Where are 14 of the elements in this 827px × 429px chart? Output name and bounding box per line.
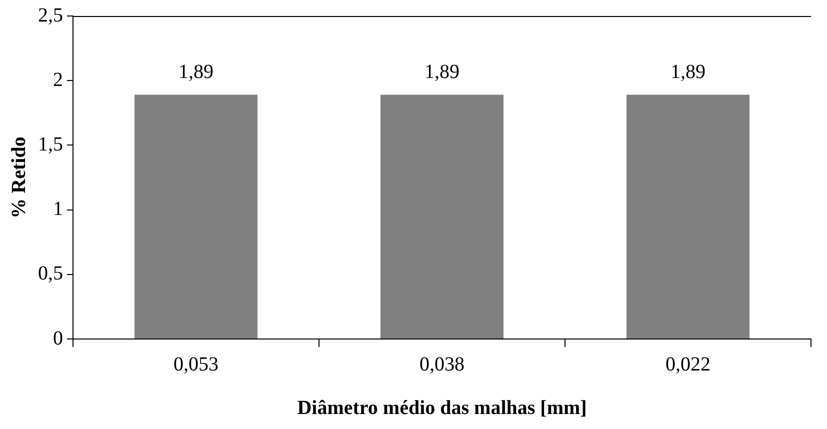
y-tick-label: 1 xyxy=(53,198,63,220)
y-tick-label: 0 xyxy=(53,327,63,350)
y-tick-label: 1,5 xyxy=(38,133,63,156)
y-tick-label: 0,5 xyxy=(38,262,63,285)
y-tick-label: 2 xyxy=(53,68,63,91)
data-label: 1,89 xyxy=(670,61,706,84)
y-tick-label: 2,5 xyxy=(38,4,63,26)
data-label: 1,89 xyxy=(424,61,460,84)
x-tick-label: 0,038 xyxy=(420,353,464,376)
data-label: 1,89 xyxy=(178,61,214,84)
x-axis-title: Diâmetro médio das malhas [mm] xyxy=(297,397,587,420)
y-axis-title: % Retido xyxy=(8,136,30,218)
x-tick-label: 0,022 xyxy=(666,353,710,376)
x-tick-label: 0,053 xyxy=(174,353,218,376)
